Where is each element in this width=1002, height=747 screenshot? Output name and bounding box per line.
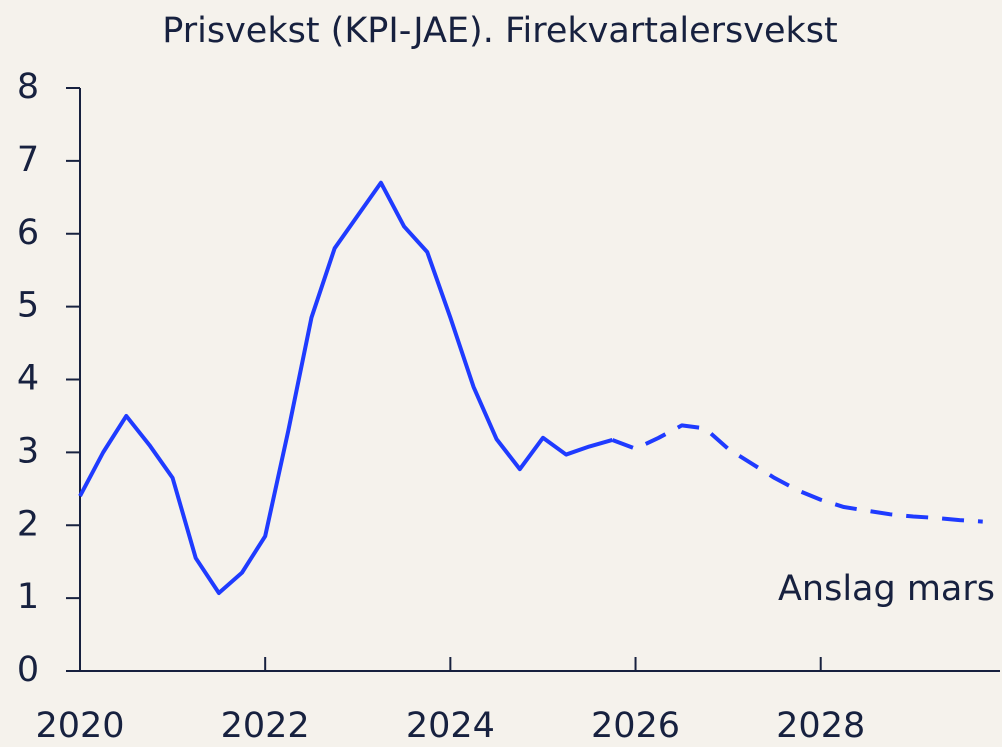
data-line bbox=[611, 423, 983, 524]
y-tick-label: 3 bbox=[17, 431, 39, 471]
y-tick-label: 0 bbox=[17, 650, 39, 690]
x-tick-label: 2020 bbox=[35, 706, 124, 746]
annotation: Anslag mars bbox=[778, 569, 995, 609]
data-line bbox=[78, 180, 613, 596]
y-tick-label: 1 bbox=[17, 577, 39, 617]
y-tick-label: 4 bbox=[17, 359, 39, 399]
x-tick-label: 2026 bbox=[591, 706, 680, 746]
y-tick-label: 2 bbox=[17, 504, 39, 544]
x-tick-label: 2028 bbox=[776, 706, 865, 746]
x-tick-label: 2024 bbox=[406, 706, 495, 746]
y-tick-label: 7 bbox=[17, 140, 39, 180]
y-tick-label: 8 bbox=[17, 67, 39, 107]
x-tick-label: 2022 bbox=[221, 706, 310, 746]
chart-title: Prisvekst (KPI-JAE). Firekvartalersvekst bbox=[162, 11, 838, 51]
y-tick-label: 6 bbox=[17, 213, 39, 253]
y-tick-label: 5 bbox=[17, 286, 39, 326]
